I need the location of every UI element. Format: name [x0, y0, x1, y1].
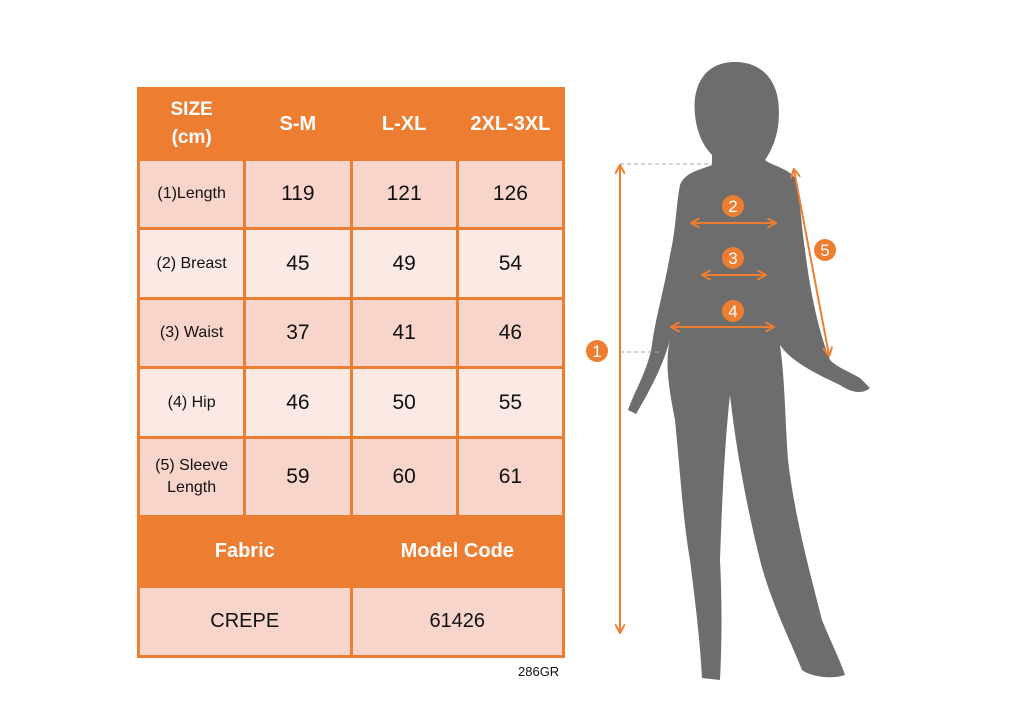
size-header-unit: (cm) — [171, 127, 212, 148]
cell: 126 — [455, 158, 566, 230]
marker-1: 1 — [592, 342, 601, 361]
marker-5: 5 — [820, 241, 829, 260]
cell: 50 — [349, 366, 459, 439]
cell: 121 — [349, 158, 459, 230]
cell: 46 — [243, 366, 353, 439]
row-label: (1)Length — [136, 158, 247, 230]
product-code: 286GR — [518, 664, 560, 679]
table-row: (4) Hip 46 50 55 — [136, 366, 566, 439]
column-header: 2XL-3XL — [455, 87, 566, 161]
marker-4: 4 — [728, 302, 737, 321]
cell: 46 — [455, 297, 566, 369]
cell: 60 — [349, 436, 459, 518]
model-code-header: Model Code — [349, 515, 565, 588]
size-chart-table: SIZE (cm) S-M L-XL 2XL-3XL (1)Length 119 … — [136, 87, 566, 658]
table-row: (1)Length 119 121 126 — [136, 158, 566, 230]
cell: 54 — [455, 227, 566, 300]
cell: 45 — [243, 227, 353, 300]
row-label: (4) Hip — [136, 366, 247, 439]
row-label: (3) Waist — [136, 297, 247, 369]
cell: 61 — [455, 436, 566, 518]
row-label: (2) Breast — [136, 227, 247, 300]
column-header: L-XL — [349, 87, 459, 161]
table-row: (2) Breast 45 49 54 — [136, 227, 566, 300]
cell: 41 — [349, 297, 459, 369]
marker-2: 2 — [728, 197, 737, 216]
table-row: (5) Sleeve Length 59 60 61 — [136, 436, 566, 518]
cell: 49 — [349, 227, 459, 300]
fabric-value: CREPE — [137, 585, 353, 658]
marker-3: 3 — [728, 249, 737, 268]
table-row: (3) Waist 37 41 46 — [136, 297, 566, 369]
column-header: S-M — [243, 87, 353, 161]
size-header: SIZE (cm) — [136, 87, 247, 161]
cell: 55 — [455, 366, 566, 439]
cell: 37 — [243, 297, 353, 369]
sleeve-arrow — [794, 170, 829, 355]
row-label: (5) Sleeve Length — [136, 436, 247, 518]
cell: 119 — [243, 158, 353, 230]
size-header-line1: SIZE — [170, 99, 213, 120]
woman-silhouette — [628, 62, 870, 680]
model-code-value: 61426 — [349, 585, 565, 658]
cell: 59 — [243, 436, 353, 518]
fabric-header: Fabric — [137, 515, 353, 588]
